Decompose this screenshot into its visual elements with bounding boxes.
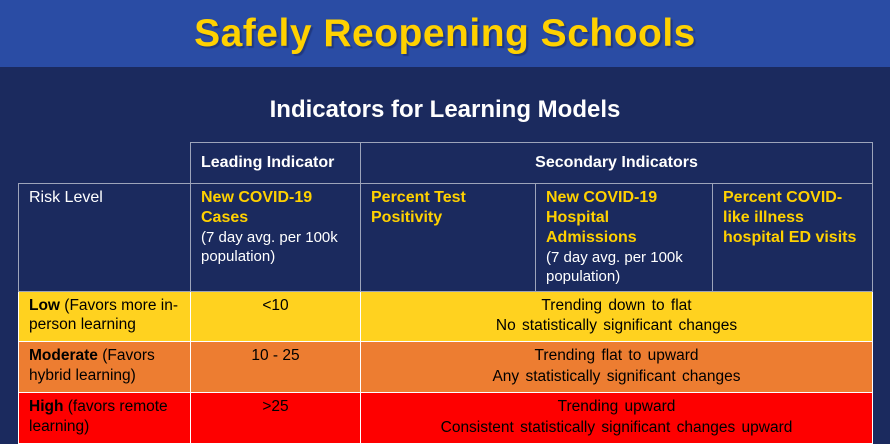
risk-level-cell: High (favors remote learning) [18,392,191,444]
trend-cell: Trending flat to upward Any statisticall… [359,341,874,394]
risk-level-description: (favors remote learning) [29,398,168,435]
trend-cell: Trending upward Consistent statistically… [359,392,874,444]
risk-level-header: Risk Level [18,183,191,292]
risk-level-cell: Low (Favors more in-person learning [18,290,191,343]
trend-line-1: Trending down to flat [541,296,692,314]
table-title: Indicators for Learning Models [269,96,621,123]
trend-cell: Trending down to flat No statistically s… [359,290,874,343]
trend-line-1: Trending flat to upward [534,347,699,365]
indicators-table: Leading Indicator Secondary Indicators R… [18,142,874,444]
ed-visits-header-title: Percent COVID-like illness hospital ED v… [723,189,857,246]
leading-indicator-header: Leading Indicator [190,142,361,184]
test-positivity-header-title: Percent Test Positivity [371,189,466,226]
table-row-high: High (favors remote learning) >25 Trendi… [18,392,874,444]
new-cases-header-subtitle: (7 day avg. per 100k population) [201,229,338,265]
cases-value-cell: >25 [190,392,361,444]
risk-level-description: (Favors hybrid learning) [29,347,155,384]
trend-line-2: Any statistically significant changes [492,368,741,386]
test-positivity-header: Percent Test Positivity [360,183,536,292]
trend-line-2: Consistent statistically significant cha… [440,419,793,437]
table-row-low: Low (Favors more in-person learning <10 … [18,290,874,343]
cases-value-cell: <10 [190,290,361,343]
hospital-admissions-header-subtitle: (7 day avg. per 100k population) [546,249,683,285]
trend-line-1: Trending upward [557,398,676,416]
risk-level-name: Moderate [29,347,98,365]
risk-level-cell: Moderate (Favors hybrid learning) [18,341,191,394]
hospital-admissions-header-title: New COVID-19 Hospital Admissions [546,189,658,246]
risk-level-name: High [29,398,64,416]
ed-visits-header: Percent COVID-like illness hospital ED v… [711,183,874,292]
slide-title: Safely Reopening Schools [194,11,696,55]
corner-cell [19,143,191,184]
risk-level-description: (Favors more in-person learning [29,296,178,333]
trend-line-2: No statistically significant changes [495,317,738,335]
hospital-admissions-header: New COVID-19 Hospital Admissions (7 day … [535,183,713,292]
group-header-row: Leading Indicator Secondary Indicators [19,142,874,184]
risk-level-name: Low [29,296,60,314]
new-cases-header: New COVID-19 Cases (7 day avg. per 100k … [190,183,361,292]
secondary-indicators-header: Secondary Indicators [359,142,874,184]
title-banner: Safely Reopening Schools [0,0,890,67]
column-header-row: Risk Level New COVID-19 Cases (7 day avg… [18,183,874,292]
new-cases-header-title: New COVID-19 Cases [201,189,313,226]
table-row-moderate: Moderate (Favors hybrid learning) 10 - 2… [18,341,874,394]
cases-value-cell: 10 - 25 [190,341,361,394]
